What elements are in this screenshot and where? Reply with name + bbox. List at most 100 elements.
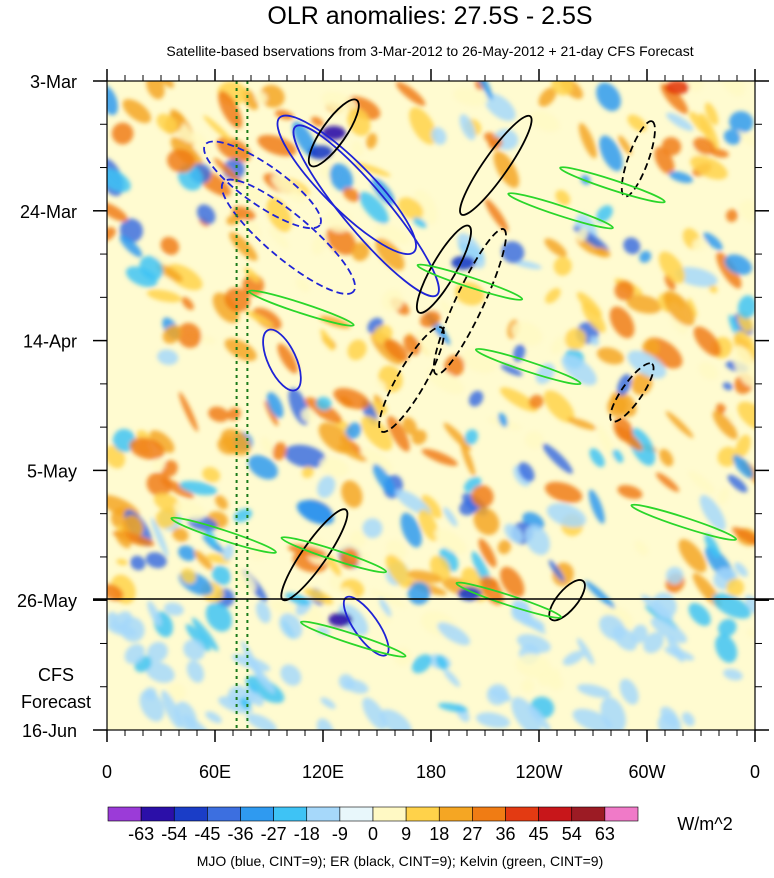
- anomaly-cell: [500, 566, 525, 598]
- anomaly-core: [665, 81, 690, 95]
- anomaly-cell: [664, 274, 676, 291]
- anomaly-cell: [341, 480, 363, 508]
- anomaly-cell: [484, 93, 516, 121]
- anomaly-cell: [553, 256, 572, 276]
- anomaly-cell: [607, 395, 628, 417]
- chart-subtitle: Satellite-based bservations from 3-Mar-2…: [166, 43, 693, 59]
- kelvin-contour: [300, 620, 407, 658]
- colorbar-swatch: [438, 806, 473, 822]
- anomaly-cell: [233, 508, 253, 523]
- anomaly-cell: [738, 199, 755, 223]
- anomaly-cell: [443, 507, 458, 527]
- colorbar-swatch: [240, 806, 274, 822]
- anomaly-cell: [318, 422, 352, 454]
- anomaly-cell: [213, 158, 242, 184]
- kelvin-contour: [170, 516, 277, 554]
- anomaly-cell: [567, 417, 597, 431]
- anomaly-cell: [179, 480, 218, 496]
- colorbar-swatch: [472, 806, 506, 822]
- colorbar-label: -63: [128, 824, 154, 844]
- anomaly-cell: [443, 668, 460, 687]
- anomaly-cell: [468, 390, 484, 407]
- mjo-contour: [262, 328, 302, 392]
- kelvin-contour: [455, 581, 562, 619]
- anomaly-cell: [584, 580, 616, 609]
- anomaly-cell: [172, 527, 189, 542]
- anomaly-cell: [146, 289, 182, 303]
- anomaly-cell: [596, 347, 624, 365]
- colorbar-label: 18: [429, 824, 449, 844]
- anomaly-cell: [438, 702, 468, 713]
- anomaly-cell: [212, 292, 240, 323]
- x-tick-label: 120E: [302, 762, 344, 782]
- anomaly-cell: [516, 653, 552, 679]
- er-contour: [378, 326, 445, 433]
- anomaly-cell: [626, 294, 662, 314]
- colorbar-label: -18: [294, 824, 320, 844]
- anomaly-cell: [245, 310, 274, 328]
- anomaly-cell: [576, 227, 588, 242]
- anomaly-cell: [723, 668, 743, 681]
- anomaly-cell: [320, 328, 334, 351]
- anomaly-cell: [320, 697, 336, 709]
- anomaly-cell: [257, 134, 297, 157]
- anomaly-cell: [255, 601, 271, 624]
- anomaly-cell: [345, 422, 362, 440]
- anomaly-cell: [301, 408, 316, 423]
- anomaly-cell: [382, 289, 404, 312]
- er-contour: [459, 114, 533, 216]
- anomaly-cell: [311, 116, 324, 127]
- anomaly-cell: [712, 410, 738, 440]
- anomaly-cell: [107, 168, 131, 193]
- colorbar-swatch: [571, 806, 606, 822]
- anomaly-cell: [385, 554, 412, 589]
- anomaly-cell: [400, 512, 422, 548]
- anomaly-cell: [116, 558, 128, 566]
- anomaly-cell: [255, 91, 268, 104]
- anomaly-cell: [181, 297, 194, 310]
- anomaly-cell: [726, 578, 745, 597]
- anomaly-cell: [220, 428, 251, 456]
- anomaly-cell: [524, 431, 544, 449]
- anomaly-cell: [655, 472, 680, 492]
- er-contour: [620, 120, 656, 198]
- anomaly-cell: [443, 422, 472, 451]
- anomaly-cell: [564, 328, 587, 350]
- er-contour: [280, 508, 349, 602]
- anomaly-cell: [347, 339, 367, 361]
- anomaly-cell: [618, 135, 632, 155]
- anomaly-cell: [501, 241, 525, 264]
- anomaly-cell: [413, 217, 427, 228]
- anomaly-cell: [272, 442, 287, 461]
- anomaly-cell: [145, 661, 175, 683]
- anomaly-cell: [643, 632, 664, 654]
- anomaly-cell: [319, 456, 349, 478]
- x-tick-label: 0: [102, 762, 112, 782]
- anomaly-cell: [459, 114, 476, 141]
- anomaly-cell: [609, 306, 635, 339]
- colorbar-label: -9: [332, 824, 348, 844]
- anomaly-cell: [718, 618, 737, 637]
- anomaly-cell: [588, 489, 605, 524]
- mjo-contour: [342, 595, 390, 657]
- anomaly-cell: [715, 403, 726, 414]
- anomaly-cell: [224, 338, 257, 362]
- anomaly-cell: [120, 616, 145, 643]
- anomaly-cell: [216, 136, 251, 162]
- anomaly-cell: [211, 565, 231, 586]
- anomaly-cell: [371, 178, 395, 205]
- anomaly-cell: [167, 149, 196, 173]
- forecast-label-line2: Forecast: [21, 692, 91, 712]
- anomaly-cell: [218, 696, 253, 714]
- x-tick-label: 120W: [515, 762, 562, 782]
- anomaly-cell: [500, 364, 523, 377]
- anomaly-cell: [722, 382, 733, 391]
- anomaly-cell: [407, 570, 443, 584]
- colorbar-units: W/m^2: [677, 814, 732, 834]
- anomaly-cell: [538, 87, 557, 107]
- anomaly-cell: [229, 232, 258, 261]
- anomaly-cell: [205, 602, 232, 632]
- anomaly-cell: [431, 127, 447, 145]
- anomaly-cell: [546, 503, 587, 528]
- anomaly-cell: [661, 137, 682, 156]
